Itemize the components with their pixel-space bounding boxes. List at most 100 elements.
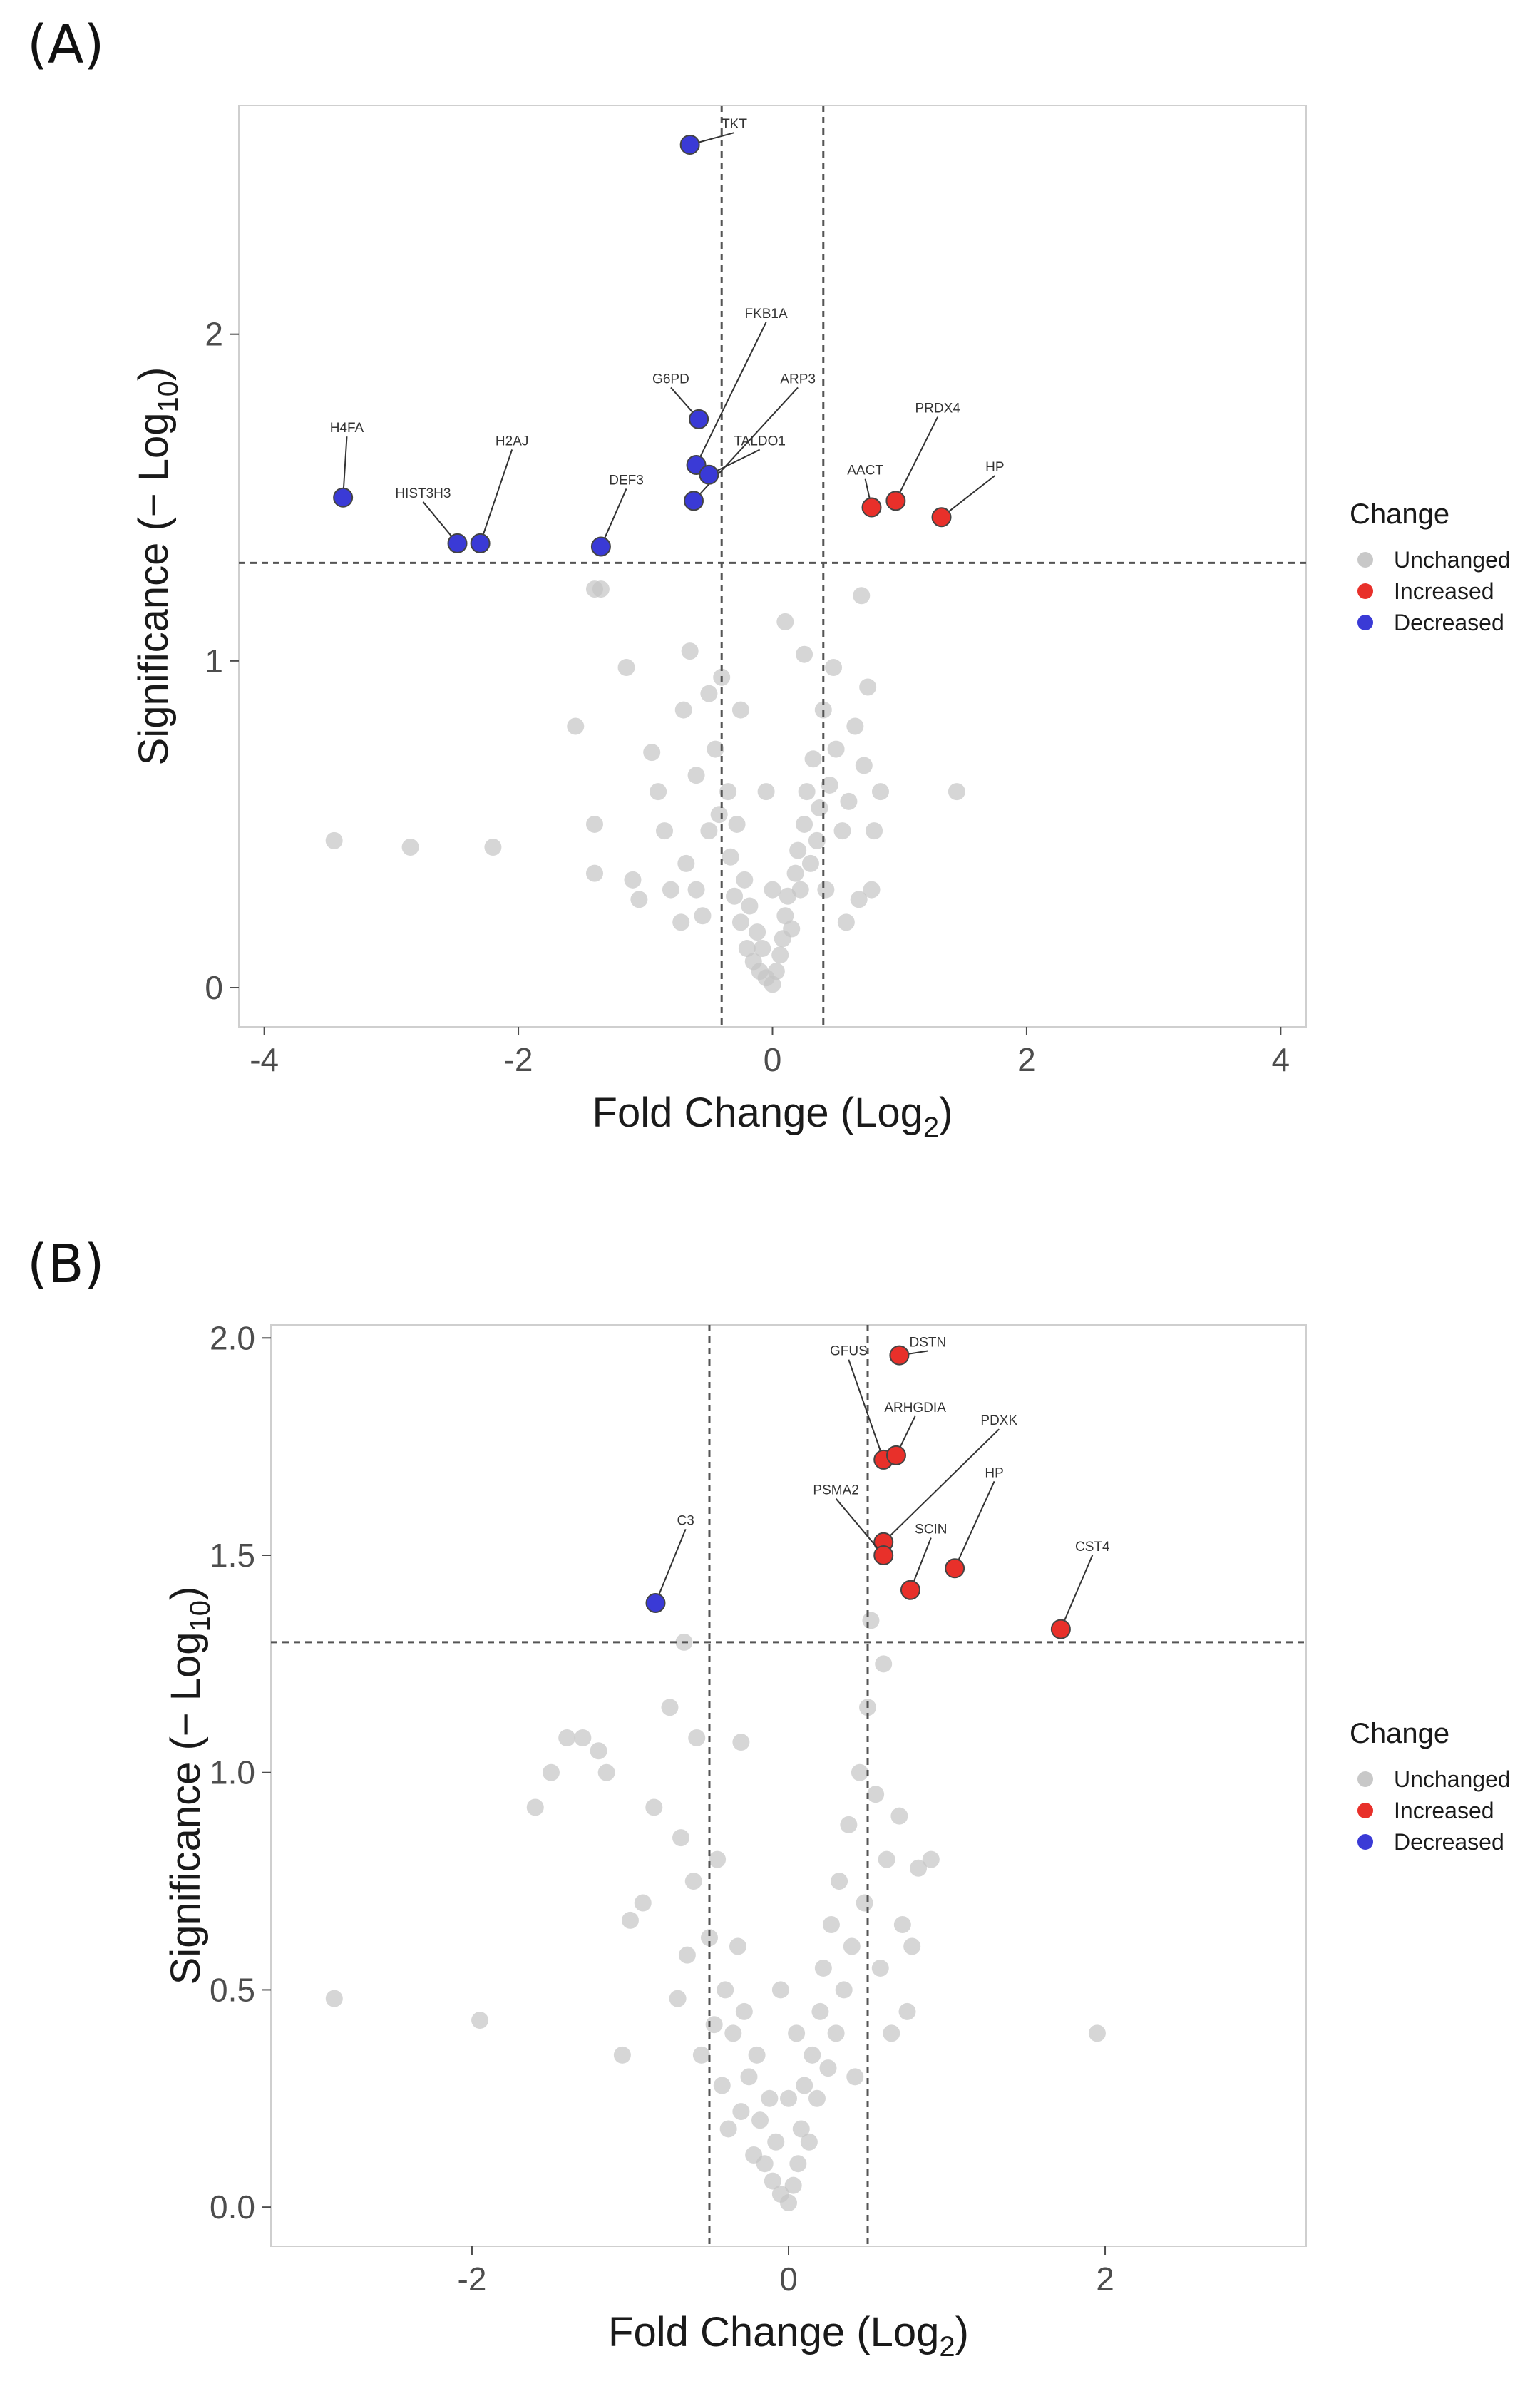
- gene-label-g6pd: G6PD: [652, 372, 689, 386]
- unchanged-point: [862, 1612, 880, 1629]
- legend-title: Change: [1350, 498, 1449, 530]
- unchanged-point: [674, 701, 692, 719]
- panel-a: (A) -4 -2 0 2 4 0 1 2 TKT FKB1A G6PD ARP3 TALDO1 H4FA…: [0, 0, 1540, 1177]
- legend-label-increased: Increased: [1394, 1798, 1494, 1823]
- gene-label-c3: C3: [677, 1513, 694, 1528]
- unchanged-point: [678, 1946, 696, 1964]
- unchanged-point: [776, 613, 794, 630]
- unchanged-point: [771, 946, 789, 964]
- gene-label-scin: SCIN: [915, 1522, 947, 1537]
- y-axis-title: Significance (− Log10): [130, 367, 184, 766]
- legend-swatch-unchanged: [1357, 552, 1373, 568]
- unchanged-point: [677, 854, 695, 872]
- unchanged-point: [687, 767, 705, 784]
- gene-label-psma2: PSMA2: [813, 1483, 858, 1498]
- unchanged-point: [808, 831, 826, 849]
- unchanged-point: [808, 2089, 826, 2107]
- x-tick-label: -4: [250, 1041, 279, 1078]
- unchanged-point: [800, 2133, 818, 2151]
- unchanged-point: [910, 1859, 928, 1877]
- unchanged-point: [783, 920, 801, 938]
- gene-label-prdx4: PRDX4: [915, 401, 960, 416]
- unchanged-point: [893, 1916, 911, 1934]
- y-tick-label: 0.0: [210, 2188, 255, 2226]
- unchanged-point: [710, 806, 728, 824]
- gene-label-cst4: CST4: [1075, 1540, 1110, 1555]
- gene-point-dstn: [889, 1345, 910, 1366]
- unchanged-point: [796, 815, 813, 833]
- unchanged-point: [819, 2059, 837, 2077]
- gene-label-h2aj: H2AJ: [496, 434, 528, 449]
- unchanged-point: [1088, 2024, 1106, 2042]
- y-tick-label: 1: [205, 642, 223, 680]
- unchanged-point: [688, 1729, 706, 1746]
- unchanged-point: [592, 580, 610, 598]
- gene-label-gfus: GFUS: [830, 1344, 868, 1359]
- legend: Change Unchanged Increased Decreased: [1350, 1718, 1511, 1855]
- gene-label-leader: [895, 416, 939, 501]
- unchanged-point: [804, 750, 822, 768]
- unchanged-point: [890, 1807, 908, 1825]
- unchanged-point: [748, 2046, 766, 2064]
- unchanged-point: [821, 776, 838, 794]
- unchanged-point: [726, 887, 744, 905]
- gene-point-hp: [945, 1558, 965, 1579]
- legend-swatch-increased: [1357, 1803, 1373, 1818]
- gene-point-prdx4: [885, 491, 906, 511]
- unchanged-point: [705, 2016, 723, 2034]
- unchanged-point: [542, 1763, 560, 1781]
- unchanged-points: [325, 580, 965, 993]
- unchanged-point: [846, 717, 864, 735]
- legend-label-unchanged: Unchanged: [1394, 1766, 1511, 1792]
- unchanged-point: [719, 2120, 737, 2138]
- gene-point-psma2: [873, 1545, 894, 1565]
- unchanged-point: [694, 907, 712, 925]
- gene-label-leader: [954, 1480, 995, 1569]
- unchanged-point: [749, 923, 766, 941]
- unchanged-point: [789, 2155, 807, 2173]
- unchanged-point: [771, 1981, 789, 1999]
- legend-swatch-increased: [1357, 583, 1373, 599]
- unchanged-point: [922, 1850, 940, 1868]
- unchanged-point: [484, 839, 502, 856]
- unchanged-point: [903, 1937, 921, 1955]
- unchanged-point: [732, 701, 749, 719]
- unchanged-point: [764, 2172, 781, 2190]
- unchanged-point: [597, 1763, 615, 1781]
- unchanged-point: [863, 881, 881, 898]
- x-tick-label: 2: [1096, 2261, 1114, 2298]
- unchanged-point: [709, 1850, 727, 1868]
- unchanged-point: [827, 2024, 845, 2042]
- unchanged-point: [740, 2068, 758, 2086]
- gene-label-leader: [940, 475, 995, 518]
- unchanged-point: [656, 822, 674, 840]
- unchanged-point: [796, 2077, 813, 2094]
- unchanged-point: [788, 2024, 806, 2042]
- unchanged-point: [645, 1798, 663, 1816]
- unchanged-point: [875, 1655, 893, 1673]
- unchanged-point: [724, 2024, 742, 2042]
- gene-label-hist3h3: HIST3H3: [395, 486, 451, 501]
- x-axis-title: Fold Change (Log2): [608, 2309, 969, 2362]
- unchanged-point: [707, 740, 724, 758]
- gene-label-leader: [883, 1428, 1000, 1543]
- gene-label-def3: DEF3: [609, 473, 644, 488]
- unchanged-point: [754, 940, 771, 958]
- legend-swatch-unchanged: [1357, 1771, 1373, 1787]
- unchanged-point: [761, 2089, 779, 2107]
- unchanged-point: [613, 2046, 631, 2064]
- unchanged-point: [624, 871, 642, 889]
- gene-label-leader: [695, 322, 767, 466]
- gene-label-dstn: DSTN: [910, 1335, 947, 1350]
- unchanged-point: [792, 2120, 810, 2138]
- panel-b: (B) -2 0 2 0.0 0.5 1.0 1.5 2.0 DSTN GFUS ARHGDIA PD…: [0, 1219, 1540, 2396]
- gene-label-leader: [479, 449, 513, 544]
- unchanged-point: [837, 913, 855, 931]
- unchanged-point: [325, 1990, 343, 2007]
- unchanged-point: [650, 783, 667, 801]
- gene-label-tkt: TKT: [722, 117, 747, 132]
- unchanged-point: [898, 2002, 916, 2020]
- unchanged-point: [757, 783, 775, 801]
- gene-point-aact: [861, 497, 882, 518]
- unchanged-point: [401, 839, 419, 856]
